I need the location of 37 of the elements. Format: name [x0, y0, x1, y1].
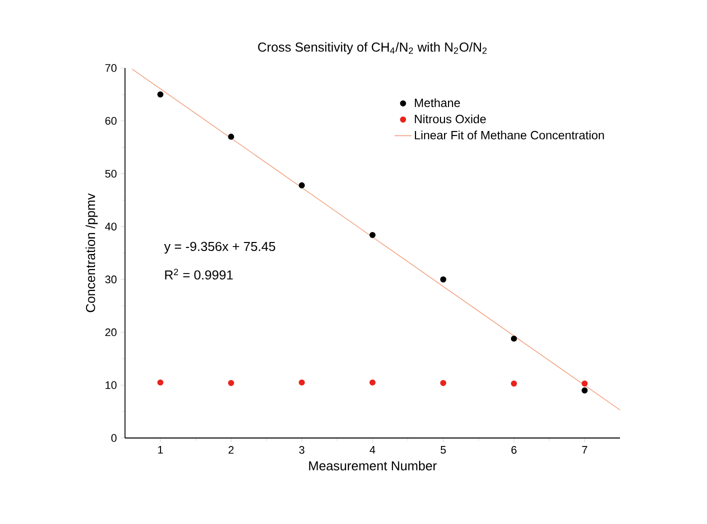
point [157, 379, 164, 386]
x-tick-label: 6 [511, 446, 516, 454]
point [510, 380, 517, 387]
point [369, 379, 376, 386]
legend-label: Methane [414, 98, 460, 108]
annotation: R$^{2}$ = 0.9991 [165, 268, 233, 280]
y-tick-label: 50 [105, 170, 117, 178]
y-tick-label: 10 [106, 381, 117, 390]
legend-label: Linear Fit of Methane Concentration [414, 130, 604, 140]
y-tick-label: 20 [105, 328, 117, 336]
point [582, 387, 588, 394]
point [369, 232, 376, 238]
x-tick-label: 3 [299, 446, 304, 454]
legend-label: Nitrous Oxide [414, 114, 486, 124]
y-tick-label: 30 [105, 276, 117, 284]
x-tick-label: 4 [370, 446, 376, 454]
y-tick-label: 70 [105, 64, 117, 72]
x-tick-label: 5 [440, 446, 446, 454]
y-axis-title: Concentration /ppmv [86, 193, 98, 312]
y-tick-label: 60 [105, 116, 117, 125]
x-tick-label: 7 [582, 446, 588, 454]
x-axis-title: Measurement Number [309, 460, 437, 470]
y-tick-label: 40 [105, 222, 117, 230]
annotation: y = -9.356x + 75.45 [164, 242, 276, 254]
chart-title: Cross Sensitivity of CH$_{4}$/N$_{2}$ with N$_{2}$O/N$_{2}$ [258, 42, 487, 54]
x-tick-label: 1 [158, 446, 163, 454]
point [510, 336, 517, 342]
point [582, 380, 588, 387]
point [157, 91, 164, 98]
point [440, 276, 446, 282]
point [228, 134, 234, 140]
point [228, 380, 234, 386]
point [440, 380, 446, 386]
point [298, 379, 305, 386]
x-tick-label: 2 [228, 446, 234, 454]
point [298, 182, 305, 188]
y-tick-label: 0 [111, 434, 117, 442]
